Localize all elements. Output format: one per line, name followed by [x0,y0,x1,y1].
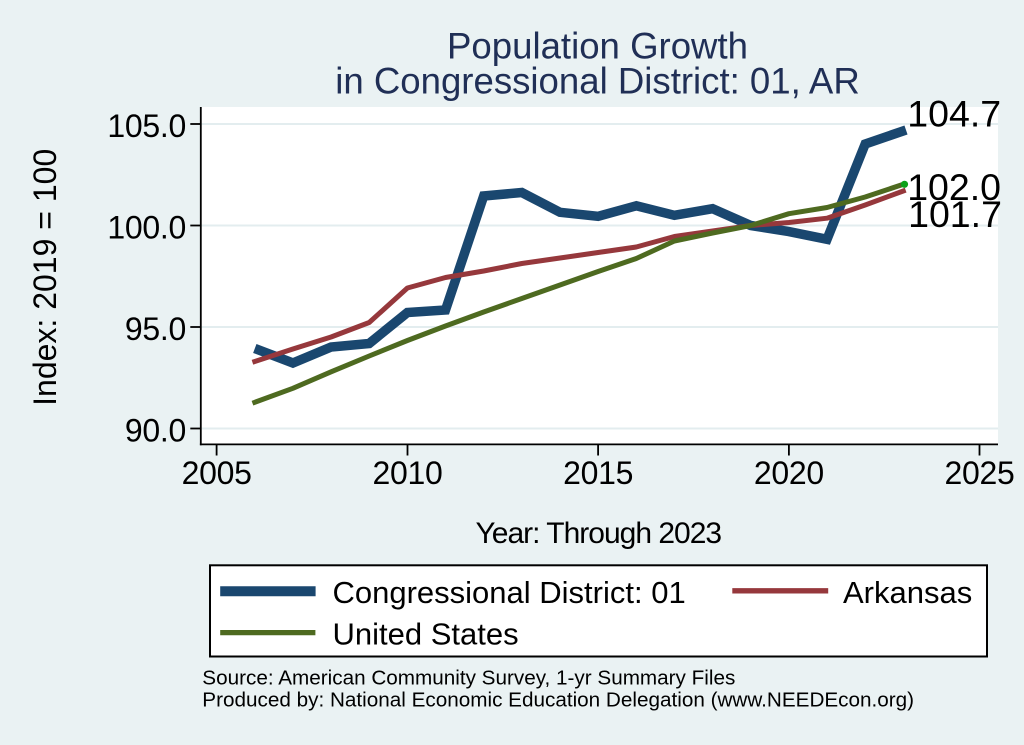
svg-text:2015: 2015 [563,455,633,491]
svg-text:90.0: 90.0 [125,413,186,449]
svg-text:105.0: 105.0 [107,108,186,144]
svg-text:Source: American Community Sur: Source: American Community Survey, 1-yr … [202,667,735,690]
svg-text:102.0: 102.0 [907,166,1001,208]
svg-text:Index: 2019 = 100: Index: 2019 = 100 [27,149,63,406]
svg-text:2010: 2010 [373,455,443,491]
svg-text:United States: United States [333,616,519,651]
svg-text:Produced by: National Economic: Produced by: National Economic Education… [202,689,914,712]
svg-text:95.0: 95.0 [125,311,186,347]
svg-text:Arkansas: Arkansas [843,575,972,610]
svg-text:Population Growth: Population Growth [447,26,748,67]
svg-text:Congressional District: 01: Congressional District: 01 [333,575,686,610]
svg-text:104.7: 104.7 [907,93,1001,135]
svg-text:in Congressional District: 01,: in Congressional District: 01, AR [335,61,860,102]
svg-text:100.0: 100.0 [107,210,186,246]
svg-text:Year: Through 2023: Year: Through 2023 [476,517,722,550]
svg-text:2020: 2020 [754,455,824,491]
svg-text:101.7: 101.7 [908,193,1002,235]
svg-text:2005: 2005 [182,455,252,491]
svg-text:2025: 2025 [945,455,1015,491]
